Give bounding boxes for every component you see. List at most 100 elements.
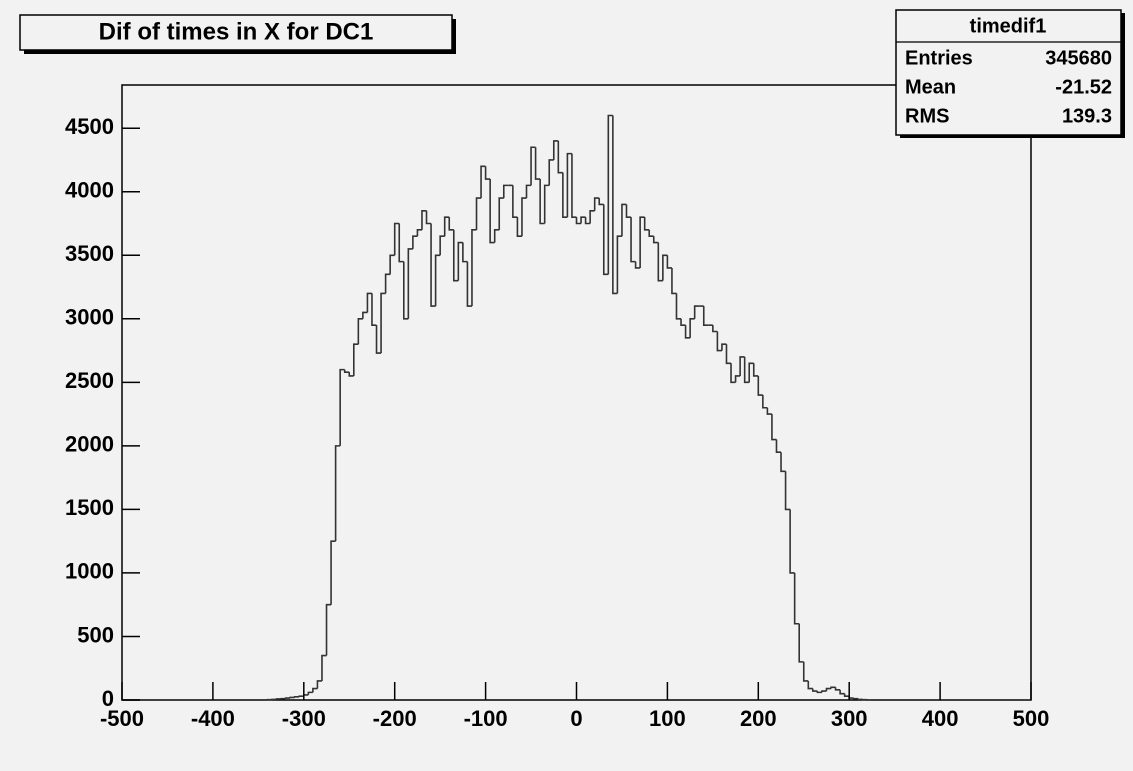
histogram-bin [530, 146, 536, 186]
histogram-bin [852, 697, 859, 700]
x-tick-label: 300 [831, 706, 868, 731]
histogram-bin [812, 688, 818, 692]
histogram-bin [648, 229, 654, 238]
stats-label: Entries [905, 47, 973, 69]
histogram-bin [502, 184, 509, 199]
histogram-bin [448, 217, 454, 231]
histogram-bin [375, 325, 382, 354]
histogram-bin [348, 372, 354, 377]
histogram-bin [671, 267, 677, 295]
y-tick-label: 0 [102, 686, 114, 711]
y-tick-label: 1500 [65, 495, 114, 520]
histogram-bin [830, 686, 836, 689]
y-tick-label: 2000 [65, 432, 114, 457]
histogram-bin [784, 471, 791, 511]
histogram-bin [307, 691, 313, 695]
histogram-bin [434, 254, 441, 307]
histogram-bin [407, 248, 413, 319]
histogram-bin [543, 184, 550, 224]
histogram-bin [493, 229, 500, 243]
histogram-bin [689, 318, 695, 338]
histogram-bin [475, 197, 482, 230]
histogram-bin [748, 362, 754, 383]
histogram-bin [466, 261, 472, 307]
histogram-bin [398, 223, 404, 263]
histogram-bin [680, 318, 686, 326]
histogram-bin [607, 114, 613, 275]
histogram-bin [666, 255, 672, 269]
histogram-bin [739, 356, 745, 376]
histogram-bin [843, 693, 850, 697]
histogram-bin [580, 216, 586, 224]
histogram-bin [798, 623, 804, 663]
title-box [19, 14, 453, 51]
histogram-bin [621, 203, 627, 237]
histogram-bin [512, 185, 518, 218]
histogram-bin [425, 210, 432, 225]
x-tick-label: 100 [649, 706, 686, 731]
histogram-bin [384, 273, 391, 294]
histogram-bin [730, 363, 736, 384]
histogram-bin [602, 204, 609, 276]
x-tick-label: -100 [464, 706, 508, 731]
histogram-bin [634, 261, 641, 269]
histogram-bin [357, 318, 363, 345]
x-tick-label: 0 [570, 706, 582, 731]
y-tick-label: 4000 [65, 178, 114, 203]
histogram-bin [298, 695, 304, 697]
chart-title: Dif of times in X for DC1 [99, 18, 374, 45]
histogram-bin [516, 217, 522, 238]
histogram-bin [652, 236, 659, 244]
histogram-bin [352, 343, 359, 376]
stats-value: -21.52 [1055, 76, 1112, 98]
histogram-bin [452, 229, 459, 282]
y-tick-label: 1000 [65, 559, 114, 584]
histogram-bin [557, 140, 563, 174]
histogram-bin [521, 197, 527, 237]
histogram-bin [412, 235, 418, 249]
histogram-bin [584, 217, 591, 225]
histogram-bin [598, 198, 604, 206]
x-tick-label: -300 [282, 706, 326, 731]
stats-title: timedif1 [970, 15, 1047, 37]
histogram-bin [484, 166, 491, 180]
histogram-bin [362, 311, 368, 319]
histogram-bin [771, 414, 777, 441]
histogram-bin [343, 369, 350, 373]
histogram-bin [780, 452, 786, 473]
y-tick-label: 3500 [65, 241, 114, 266]
x-tick-label: -200 [373, 706, 417, 731]
histogram-bin [612, 115, 618, 295]
histogram-bin [421, 209, 427, 230]
histogram-bin [702, 306, 709, 326]
histogram-bin [443, 216, 450, 237]
histogram-bin [293, 696, 300, 698]
histogram-bin [775, 439, 782, 454]
histogram-bin [534, 147, 541, 180]
histogram-bin [625, 204, 632, 218]
histogram-bin [284, 697, 291, 699]
histogram-bin [821, 690, 827, 693]
histogram-bin [371, 293, 377, 326]
x-tick-label: -500 [100, 706, 144, 731]
histogram-bin [816, 691, 822, 694]
y-tick-label: 2500 [65, 368, 114, 393]
histogram-bin [380, 292, 386, 354]
histogram-bin [471, 229, 477, 307]
histogram-bin [402, 261, 409, 320]
histogram-bin [480, 165, 486, 199]
histogram-bin [525, 184, 532, 199]
stats-value: 139.3 [1062, 105, 1112, 127]
histogram-bin [366, 292, 372, 313]
y-tick-label: 3000 [65, 305, 114, 330]
histogram-bin [630, 217, 636, 263]
histogram-bin [657, 242, 663, 282]
histogram-bin [721, 343, 727, 351]
stats-box [895, 9, 1122, 136]
y-tick-label: 500 [77, 622, 114, 647]
histogram-bin [807, 680, 813, 690]
stats-rows: Entries 345680 Mean -21.52 RMS 139.3 [905, 47, 1112, 127]
histogram-bin [339, 368, 345, 446]
histogram-bin [489, 179, 495, 244]
